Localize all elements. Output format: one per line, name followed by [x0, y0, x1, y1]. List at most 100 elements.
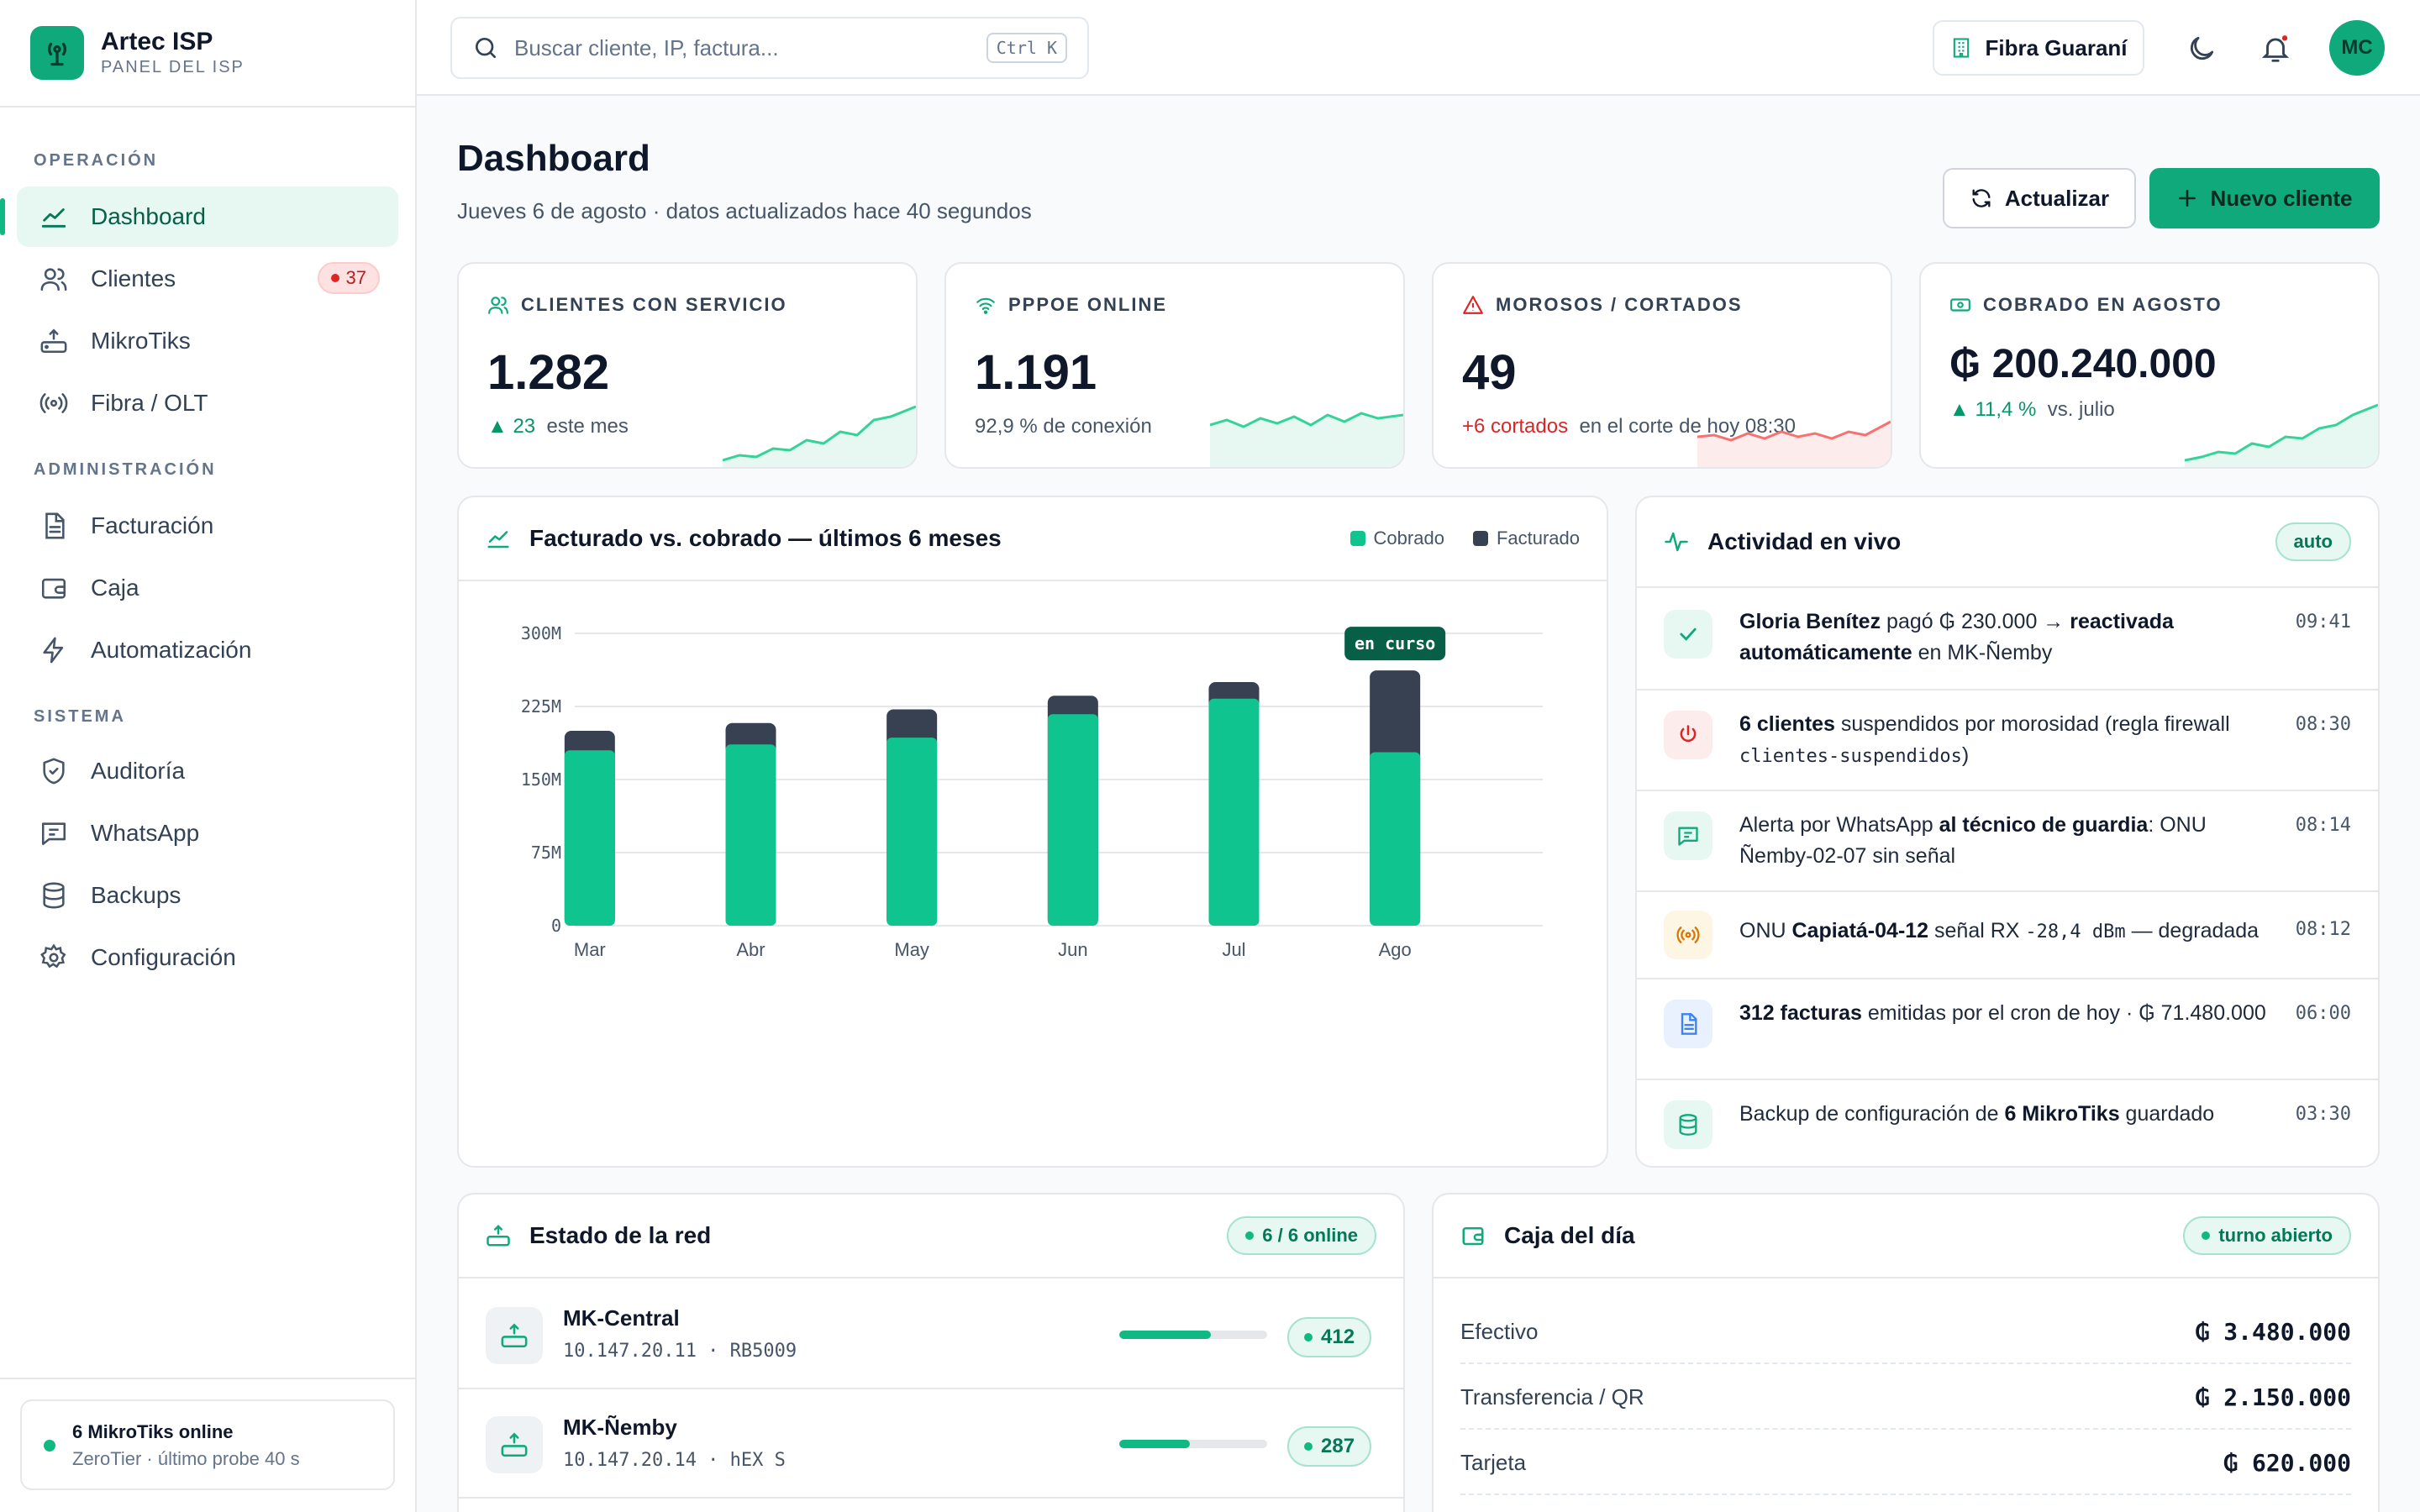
kpi-delta-value: +6 cortados — [1462, 415, 1569, 438]
kpi-card-morosos[interactable]: MOROSOS / CORTADOS 49 +6 cortados en el … — [1432, 262, 1892, 469]
mikrotik-status-card[interactable]: 6 MikroTiks online ZeroTier · último pro… — [20, 1399, 395, 1490]
bar-cobrado — [1208, 698, 1260, 926]
sidebar-item-caja[interactable]: Caja — [17, 558, 398, 618]
sparkline — [1697, 420, 1891, 467]
activity-text: Gloria Benítez pagó ₲ 230.000 → reactiva… — [1739, 610, 2174, 664]
kpi-delta: ▲ 23 este mes — [487, 415, 629, 438]
power-icon — [1664, 711, 1712, 759]
activity-item[interactable]: Backup de configuración de 6 MikroTiks g… — [1637, 1080, 2378, 1166]
activity-time: 09:41 — [2295, 612, 2351, 633]
y-tick-label: 225M — [521, 696, 561, 717]
sidebar-item-label: Backups — [91, 882, 182, 908]
kpi-card-clientes[interactable]: CLIENTES CON SERVICIO 1.282 ▲ 23 este me… — [457, 262, 918, 469]
sidebar: Artec ISP PANEL DEL ISP OPERACIÓN Dashbo… — [0, 0, 417, 1512]
sidebar-item-mikrotiks[interactable]: MikroTiks — [17, 311, 398, 371]
search-box[interactable]: Ctrl K — [450, 17, 1089, 79]
router-row[interactable]: MK-Ñemby 10.147.20.14 · hEX S 287 — [459, 1389, 1403, 1499]
new-client-button[interactable]: Nuevo cliente — [2149, 168, 2380, 228]
kpi-delta: ▲ 11,4 % vs. julio — [1949, 398, 2115, 422]
activity-item[interactable]: 6 clientes suspendidos por morosidad (re… — [1637, 690, 2378, 791]
router-name: MK-Ñemby — [563, 1415, 677, 1440]
activity-item[interactable]: Alerta por WhatsApp al técnico de guardi… — [1637, 791, 2378, 892]
caja-label: Efectivo — [1460, 1318, 1539, 1344]
sidebar-item-clientes[interactable]: Clientes 37 — [17, 249, 398, 309]
kpi-card-cobrado[interactable]: COBRADO EN AGOSTO ₲ 200.240.000 ▲ 11,4 %… — [1919, 262, 2380, 469]
status-detail: ZeroTier · último probe 40 s — [72, 1448, 300, 1469]
brand[interactable]: Artec ISP PANEL DEL ISP — [0, 0, 415, 108]
search-input[interactable] — [514, 34, 986, 61]
kpi-label: MOROSOS / CORTADOS — [1462, 294, 1743, 316]
activity-item[interactable]: Gloria Benítez pagó ₲ 230.000 → reactiva… — [1637, 590, 2378, 690]
caja-value: ₲ 3.480.000 — [2195, 1317, 2351, 1346]
new-client-label: Nuevo cliente — [2210, 185, 2353, 211]
bar-cobrado — [1047, 714, 1098, 926]
sidebar-item-fibra-olt[interactable]: Fibra / OLT — [17, 373, 398, 433]
document-icon — [39, 511, 69, 541]
org-switcher-button[interactable]: Fibra Guaraní — [1933, 20, 2144, 76]
card-header: Facturado vs. cobrado — últimos 6 meses … — [459, 497, 1607, 581]
wifi-icon — [976, 297, 995, 314]
status-title: 6 MikroTiks online — [72, 1421, 234, 1442]
avatar[interactable]: MC — [2329, 20, 2385, 76]
sidebar-item-label: Clientes — [91, 265, 176, 291]
nav-section-sistema: SISTEMA — [34, 707, 126, 726]
activity-card: Actividad en vivo auto Gloria Benítez pa… — [1635, 496, 2380, 1168]
kpi-delta-value: 23 — [513, 415, 536, 438]
caja-row-efectivo: Efectivo ₲ 3.480.000 — [1460, 1300, 2351, 1364]
kpi-label: CLIENTES CON SERVICIO — [487, 294, 787, 316]
refresh-label: Actualizar — [2004, 185, 2110, 211]
sidebar-item-configuracion[interactable]: Configuración — [17, 927, 398, 988]
caja-title: Caja del día — [1504, 1222, 1635, 1248]
activity-text: Backup de configuración de 6 MikroTiks g… — [1739, 1102, 2215, 1126]
cash-register-card: Caja del día turno abierto Efectivo ₲ 3.… — [1432, 1193, 2380, 1512]
activity-text: 6 clientes suspendidos por morosidad (re… — [1739, 712, 2230, 767]
plus-icon — [2179, 190, 2196, 207]
activity-item[interactable]: 312 facturas emitidas por el cron de hoy… — [1637, 979, 2378, 1080]
legend-label: Facturado — [1496, 528, 1580, 549]
x-tick-label: Jun — [1058, 939, 1087, 960]
search-shortcut: Ctrl K — [986, 33, 1067, 63]
bar-cobrado — [1370, 752, 1421, 926]
online-dot — [1304, 1442, 1313, 1451]
sidebar-item-facturacion[interactable]: Facturación — [17, 496, 398, 556]
router-icon — [486, 1307, 543, 1364]
sidebar-item-automatizacion[interactable]: Automatización — [17, 620, 398, 680]
kpi-label-text: COBRADO EN AGOSTO — [1983, 294, 2223, 315]
trend-up-icon: ▲ — [1949, 398, 1970, 421]
database-icon — [39, 880, 69, 911]
bell-icon — [2261, 35, 2290, 62]
brand-logo — [30, 26, 84, 80]
sidebar-item-dashboard[interactable]: Dashboard — [0, 186, 398, 247]
gear-icon — [39, 942, 69, 973]
y-tick-label: 150M — [521, 769, 561, 790]
router-meta: 10.147.20.11 · RB5009 — [563, 1341, 797, 1362]
sidebar-item-whatsapp[interactable]: WhatsApp — [17, 803, 398, 864]
card-header: Caja del día turno abierto — [1434, 1194, 2378, 1278]
refresh-button[interactable]: Actualizar — [1943, 168, 2136, 228]
activity-text: Alerta por WhatsApp al técnico de guardi… — [1739, 813, 2207, 868]
kpi-value: 1.282 — [487, 345, 610, 400]
check-icon — [1664, 610, 1712, 659]
sidebar-divider — [0, 1378, 415, 1379]
sidebar-item-backups[interactable]: Backups — [17, 865, 398, 926]
router-row[interactable]: MK-Central 10.147.20.11 · RB5009 412 — [459, 1280, 1403, 1389]
kpi-card-pppoe[interactable]: PPPOE ONLINE 1.191 92,9 % de conexión — [944, 262, 1405, 469]
router-name: MK-Central — [563, 1305, 680, 1331]
legend-label: Cobrado — [1373, 528, 1444, 549]
caja-value: ₲ 620.000 — [2223, 1448, 2351, 1477]
status-dot — [2202, 1231, 2211, 1240]
legend-item-cobrado: Cobrado — [1349, 528, 1444, 549]
document-icon — [1664, 1000, 1712, 1048]
router-meta: 10.147.20.14 · hEX S — [563, 1450, 786, 1471]
sidebar-item-auditoria[interactable]: Auditoría — [17, 741, 398, 801]
theme-toggle-button[interactable] — [2181, 29, 2222, 69]
sidebar-item-label: Auditoría — [91, 758, 186, 784]
sidebar-item-label: Caja — [91, 575, 139, 601]
wallet-icon — [1462, 1227, 1484, 1246]
auto-badge[interactable]: auto — [2275, 522, 2351, 561]
search-icon — [476, 38, 496, 58]
notifications-button[interactable] — [2255, 29, 2296, 69]
x-tick-label: Mar — [574, 939, 606, 960]
refresh-icon — [1972, 189, 1991, 207]
activity-item[interactable]: ONU Capiatá-04-12 señal RX -28,4 dBm — d… — [1637, 892, 2378, 979]
